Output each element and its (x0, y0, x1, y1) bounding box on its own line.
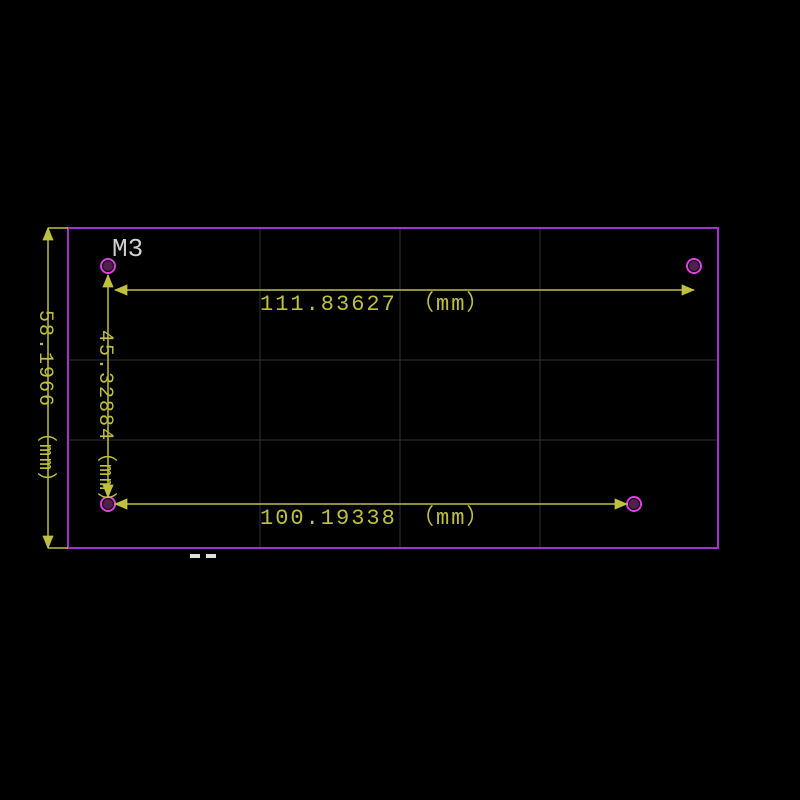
pcb-outline (68, 228, 718, 548)
dim-hole-vertical-value: 45.32884（mm） (93, 330, 118, 514)
dim-top-width: 111.83627 （mm） (115, 290, 694, 317)
dim-bottom-width: 100.19338 （mm） (115, 504, 627, 531)
dim-overall-height: 58.1966 （mm） (33, 228, 68, 548)
dim-top-width-value: 111.83627 （mm） (260, 292, 490, 317)
hole-size-label: M3 (112, 234, 143, 264)
grid (68, 228, 718, 548)
dim-overall-height-value: 58.1966 （mm） (33, 310, 58, 494)
cad-drawing: M3 58.1966 （mm） 45.32884（mm） 111.83627 （… (0, 0, 800, 800)
dim-hole-vertical: 45.32884（mm） (93, 275, 118, 514)
ruler-ticks (190, 554, 216, 558)
dim-bottom-width-value: 100.19338 （mm） (260, 506, 490, 531)
